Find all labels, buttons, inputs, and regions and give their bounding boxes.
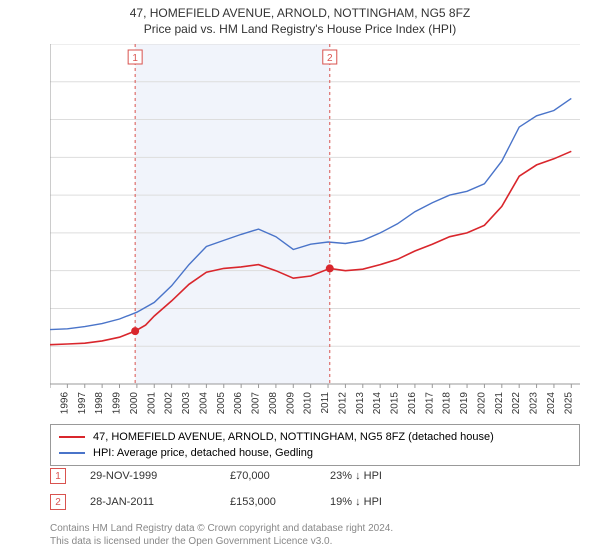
svg-text:2019: 2019 [459, 392, 470, 414]
svg-text:1996: 1996 [59, 392, 70, 414]
title-subtitle: Price paid vs. HM Land Registry's House … [0, 22, 600, 36]
svg-text:1998: 1998 [94, 392, 105, 414]
svg-text:2011: 2011 [320, 392, 331, 414]
svg-text:2022: 2022 [511, 392, 522, 414]
marker-date: 29-NOV-1999 [90, 470, 230, 482]
footer: Contains HM Land Registry data © Crown c… [50, 522, 580, 548]
svg-text:1: 1 [132, 53, 138, 64]
svg-text:2017: 2017 [424, 392, 435, 414]
svg-text:2003: 2003 [181, 392, 192, 414]
svg-text:1995: 1995 [50, 392, 53, 414]
svg-text:2001: 2001 [146, 392, 157, 414]
legend-label: HPI: Average price, detached house, Gedl… [93, 447, 313, 459]
svg-text:2002: 2002 [164, 392, 175, 414]
footer-line: This data is licensed under the Open Gov… [50, 535, 580, 548]
titles: 47, HOMEFIELD AVENUE, ARNOLD, NOTTINGHAM… [0, 0, 600, 36]
svg-text:2023: 2023 [529, 392, 540, 414]
svg-text:2014: 2014 [372, 392, 383, 414]
marker-price: £70,000 [230, 470, 330, 482]
legend: 47, HOMEFIELD AVENUE, ARNOLD, NOTTINGHAM… [50, 424, 580, 466]
chart-area: £0£50K£100K£150K£200K£250K£300K£350K£400… [50, 44, 580, 414]
marker-badge: 1 [50, 468, 66, 484]
svg-text:2008: 2008 [268, 392, 279, 414]
svg-text:2: 2 [327, 53, 333, 64]
legend-row: HPI: Average price, detached house, Gedl… [59, 445, 571, 461]
svg-text:2000: 2000 [129, 392, 140, 414]
marker-hpi: 23% ↓ HPI [330, 470, 450, 482]
table-row: 1 29-NOV-1999 £70,000 23% ↓ HPI [50, 466, 580, 486]
marker-table: 1 29-NOV-1999 £70,000 23% ↓ HPI 2 28-JAN… [50, 466, 580, 518]
svg-text:2015: 2015 [390, 392, 401, 414]
svg-text:2005: 2005 [216, 392, 227, 414]
svg-text:1997: 1997 [77, 392, 88, 414]
svg-text:2018: 2018 [442, 392, 453, 414]
svg-text:2020: 2020 [476, 392, 487, 414]
svg-text:2007: 2007 [251, 392, 262, 414]
legend-swatch-price [59, 436, 85, 438]
svg-text:2025: 2025 [563, 392, 574, 414]
chart-svg: £0£50K£100K£150K£200K£250K£300K£350K£400… [50, 44, 580, 414]
svg-text:2016: 2016 [407, 392, 418, 414]
marker-price: £153,000 [230, 496, 330, 508]
footer-line: Contains HM Land Registry data © Crown c… [50, 522, 580, 535]
svg-text:2013: 2013 [355, 392, 366, 414]
legend-row: 47, HOMEFIELD AVENUE, ARNOLD, NOTTINGHAM… [59, 429, 571, 445]
legend-label: 47, HOMEFIELD AVENUE, ARNOLD, NOTTINGHAM… [93, 431, 494, 443]
svg-text:2021: 2021 [494, 392, 505, 414]
svg-text:2010: 2010 [303, 392, 314, 414]
svg-text:1999: 1999 [112, 392, 123, 414]
svg-text:2024: 2024 [546, 392, 557, 414]
legend-swatch-hpi [59, 452, 85, 454]
marker-hpi: 19% ↓ HPI [330, 496, 450, 508]
marker-badge: 2 [50, 494, 66, 510]
svg-text:2012: 2012 [337, 392, 348, 414]
chart-container: 47, HOMEFIELD AVENUE, ARNOLD, NOTTINGHAM… [0, 0, 600, 560]
svg-text:2009: 2009 [285, 392, 296, 414]
table-row: 2 28-JAN-2011 £153,000 19% ↓ HPI [50, 492, 580, 512]
marker-date: 28-JAN-2011 [90, 496, 230, 508]
svg-text:2004: 2004 [198, 392, 209, 414]
svg-text:2006: 2006 [233, 392, 244, 414]
title-address: 47, HOMEFIELD AVENUE, ARNOLD, NOTTINGHAM… [0, 6, 600, 20]
